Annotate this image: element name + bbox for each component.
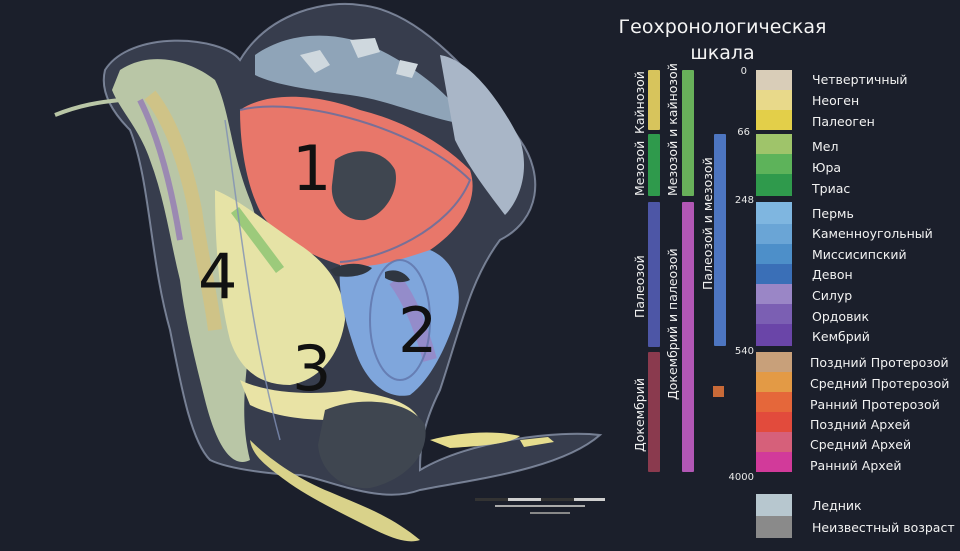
- period-swatch-mississippian: [756, 244, 792, 264]
- period-swatch-jurassic: [756, 154, 792, 174]
- period-label-silurian: Силур: [812, 288, 853, 303]
- era-bar-mesozoic: [648, 134, 660, 196]
- age-tick-0: 0: [740, 66, 747, 77]
- period-swatch-early-archean: [756, 452, 792, 472]
- period-label-quaternary: Четвертичный: [812, 72, 908, 87]
- unknown-marker: [713, 386, 724, 397]
- period-label-early-archean: Ранний Архей: [810, 458, 902, 473]
- period-swatch-carboniferous: [756, 224, 792, 244]
- period-label-ordovician: Ордовик: [812, 309, 870, 324]
- era-bar-meso-ceno: [682, 70, 694, 196]
- legend-title: Геохронологическая шкала: [610, 14, 835, 66]
- interior-plains: [215, 190, 345, 385]
- period-label-neogene: Неоген: [812, 93, 860, 108]
- region-label-3: 3: [292, 332, 331, 405]
- period-swatch-unknown: [756, 516, 792, 538]
- period-swatch-middle-archean: [756, 432, 792, 452]
- age-tick-66: 66: [737, 127, 750, 138]
- period-swatch-ordovician: [756, 304, 792, 324]
- geochronologic-legend: Геохронологическая шкала Кайнозой Мезозо…: [610, 0, 960, 551]
- era-bar-paleozoic: [648, 202, 660, 347]
- period-label-unknown: Неизвестный возраст: [812, 520, 955, 535]
- era-label-paleozoic: Палеозой: [632, 255, 647, 318]
- period-label-triassic: Триас: [812, 181, 851, 196]
- period-label-late-archean: Поздний Архей: [810, 417, 911, 432]
- era-bar-cenozoic: [648, 70, 660, 130]
- period-swatch-cretaceous: [756, 134, 792, 154]
- era-label-precambrian-paleo: Докембрий и палеозой: [665, 248, 680, 400]
- period-label-cretaceous: Мел: [812, 139, 839, 154]
- period-swatch-middle-proterozoic: [756, 372, 792, 392]
- period-swatch-late-proterozoic: [756, 352, 792, 372]
- geologic-map[interactable]: 1 2 3 4: [0, 0, 620, 551]
- era-label-precambrian: Докембрий: [632, 378, 647, 452]
- period-swatch-cambrian: [756, 324, 792, 346]
- age-tick-540: 540: [734, 346, 754, 357]
- period-label-devonian: Девон: [812, 267, 853, 282]
- period-swatch-quaternary: [756, 70, 792, 90]
- legend-title-line1: Геохронологическая: [618, 16, 827, 38]
- period-swatch-neogene: [756, 90, 792, 110]
- hudson-bay: [331, 151, 396, 221]
- period-swatch-silurian: [756, 284, 792, 304]
- period-label-mississippian: Миссисипский: [812, 247, 907, 262]
- period-label-paleogene: Палеоген: [812, 114, 875, 129]
- era-bar-precambrian-paleo: [682, 202, 694, 472]
- period-label-middle-proterozoic: Средний Протерозой: [810, 376, 950, 391]
- period-swatch-permian: [756, 202, 792, 224]
- gulf-of-mexico: [318, 401, 426, 489]
- period-label-late-proterozoic: Поздний Протерозой: [810, 355, 949, 370]
- period-label-glacier: Ледник: [812, 498, 862, 513]
- period-label-permian: Пермь: [812, 206, 854, 221]
- period-swatch-glacier: [756, 494, 792, 516]
- period-swatch-devonian: [756, 264, 792, 284]
- legend-title-line2: шкала: [690, 42, 755, 64]
- period-label-jurassic: Юра: [812, 160, 842, 175]
- scale-bar: [475, 498, 605, 514]
- age-tick-4000: 4000: [728, 472, 754, 483]
- period-label-early-proterozoic: Ранний Протерозой: [810, 397, 940, 412]
- region-label-4: 4: [198, 240, 237, 313]
- region-label-1: 1: [292, 132, 331, 205]
- period-swatch-triassic: [756, 174, 792, 196]
- era-label-mesozoic: Мезозой: [632, 140, 647, 196]
- period-swatch-late-archean: [756, 412, 792, 432]
- region-label-2: 2: [398, 294, 437, 367]
- period-swatch-early-proterozoic: [756, 392, 792, 412]
- era-label-cenozoic: Кайнозой: [632, 71, 647, 134]
- era-label-paleo-meso: Палеозой и мезозой: [700, 157, 715, 290]
- age-tick-248: 248: [734, 195, 754, 206]
- cordillera: [112, 59, 261, 462]
- era-bar-precambrian: [648, 352, 660, 472]
- era-label-meso-ceno: Мезозой и кайнозой: [665, 63, 680, 196]
- period-label-carboniferous: Каменноугольный: [812, 226, 933, 241]
- period-label-cambrian: Кембрий: [812, 329, 870, 344]
- period-swatch-paleogene: [756, 110, 792, 130]
- period-label-middle-archean: Средний Архей: [810, 437, 912, 452]
- era-bar-paleo-meso: [714, 134, 726, 346]
